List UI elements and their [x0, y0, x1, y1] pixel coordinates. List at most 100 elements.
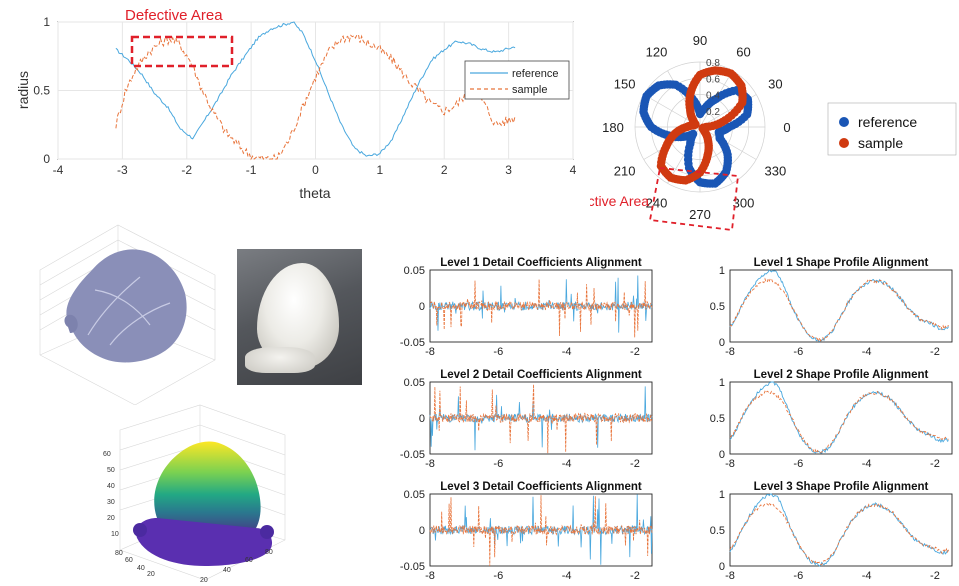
panel-frame: [729, 269, 953, 343]
y-tick-label: 0.5: [710, 525, 725, 537]
x-tick-label: -6: [793, 458, 803, 470]
panel-frame: [729, 493, 953, 567]
x-tick-label: 3: [505, 163, 512, 177]
y-tick-label: 1: [719, 265, 725, 277]
y-tick-label: 0: [419, 413, 425, 425]
x-tick-label: -2: [630, 458, 640, 470]
panel-d1: Level 1 Detail Coefficients Alignment-8-…: [400, 257, 653, 358]
shape-series-reference: [729, 493, 949, 567]
x-tick-label: -4: [562, 458, 572, 470]
series-sample-line: [115, 34, 516, 161]
y-tick-label: -0.05: [400, 561, 425, 573]
x-tick-label: -4: [862, 346, 872, 358]
svg-text:60: 60: [245, 557, 253, 564]
polar-legend: reference sample: [827, 102, 957, 156]
color-mesh-z-ticks: 60 50 40 30 20 10: [103, 451, 119, 538]
panel-title: Level 1 Shape Profile Alignment: [754, 257, 929, 269]
shape-series-sample: [729, 277, 949, 343]
y-tick-label: 0: [43, 152, 50, 166]
y-axis-label: radius: [15, 71, 31, 109]
polar-defective-label: Defective Area: [590, 193, 649, 209]
x-tick-label: -6: [493, 570, 503, 582]
polar-legend-reference-marker: [839, 117, 849, 127]
radius-theta-chart: -4 -3 -2 -1 0 1 2 3 4 0 0.5 1 radius theta Defectiv…: [15, 7, 577, 201]
polar-series: [639, 66, 753, 188]
y-tick-label: 0.5: [710, 301, 725, 313]
y-tick-label: 1: [43, 15, 50, 29]
polar-point-reference: [723, 124, 732, 133]
x-axis-label: theta: [299, 185, 330, 201]
polar-angle-label: 150: [614, 77, 636, 92]
tick-labels: -4 -3 -2 -1 0 1 2 3 4 0 0.5 1: [33, 15, 576, 177]
y-tick-label: -0.05: [400, 337, 425, 349]
color-mesh-x-ticks: 20 40 60 80: [200, 549, 273, 584]
x-tick-label: -2: [630, 570, 640, 582]
x-tick-label: -2: [181, 163, 192, 177]
polar-point-sample: [701, 123, 711, 132]
svg-text:40: 40: [137, 565, 145, 572]
x-tick-label: -2: [930, 346, 940, 358]
series-reference-line: [115, 21, 516, 157]
y-tick-label: 0.5: [33, 84, 50, 98]
panel-s2: Level 2 Shape Profile Alignment -8 -6 -4 -2 1…: [710, 369, 953, 470]
x-tick-label: -6: [793, 570, 803, 582]
polar-angle-label: 330: [764, 164, 786, 179]
polar-angle-label: 90: [693, 33, 707, 48]
shape-series-sample: [729, 390, 949, 454]
panel-frame: [729, 381, 953, 455]
polar-angle-label: 240: [646, 195, 668, 210]
shape-series-reference: [729, 269, 949, 343]
polar-radial-label: 0.4: [706, 91, 720, 102]
svg-text:10: 10: [111, 531, 119, 538]
panel-s3: Level 3 Shape Profile Alignment -8 -6 -4 -2 1…: [710, 481, 953, 582]
panel-title: Level 2 Detail Coefficients Alignment: [440, 369, 642, 381]
color-brain-surface: [154, 441, 261, 530]
shape-series-sample: [729, 501, 950, 566]
x-tick-label: -8: [425, 570, 435, 582]
svg-text:60: 60: [125, 557, 133, 564]
x-tick-label: -4: [862, 570, 872, 582]
series-group: [115, 21, 516, 161]
y-tick-label: 0.5: [710, 413, 725, 425]
svg-text:60: 60: [103, 451, 111, 458]
y-tick-label: 1: [719, 489, 725, 501]
x-tick-label: 1: [377, 163, 384, 177]
y-tick-label: 0.05: [404, 265, 425, 277]
x-tick-label: -8: [425, 346, 435, 358]
panel-title: Level 3 Detail Coefficients Alignment: [440, 481, 642, 493]
polar-angle-labels: 0 30 60 90 120 150 180 210 240 270 300 330 0.2 0.4 0.6…: [602, 33, 790, 222]
x-tick-label: 4: [570, 163, 577, 177]
color-mesh-y-ticks: 80 60 40 20: [115, 550, 155, 578]
svg-text:50: 50: [107, 467, 115, 474]
polar-legend-reference-label: reference: [858, 114, 917, 130]
svg-text:30: 30: [107, 499, 115, 506]
legend-sample-label: sample: [512, 84, 547, 96]
svg-text:20: 20: [107, 515, 115, 522]
polar-radial-label: 0.2: [706, 107, 720, 118]
polar-angle-label: 120: [646, 45, 668, 60]
polar-angle-label: 270: [689, 207, 711, 222]
svg-text:20: 20: [200, 577, 208, 584]
svg-text:40: 40: [107, 483, 115, 490]
panel-d2: Level 2 Detail Coefficients Alignment-8-…: [400, 369, 653, 470]
legend: reference sample: [464, 60, 570, 100]
y-tick-label: 1: [719, 377, 725, 389]
x-tick-label: -8: [725, 570, 735, 582]
x-tick-label: -4: [562, 346, 572, 358]
panel-title: Level 3 Shape Profile Alignment: [754, 481, 929, 493]
y-tick-label: 0.05: [404, 377, 425, 389]
x-tick-label: -1: [246, 163, 257, 177]
polar-angle-label: 300: [733, 195, 755, 210]
defective-area-label: Defective Area: [125, 7, 223, 24]
svg-text:40: 40: [223, 567, 231, 574]
x-tick-label: -6: [493, 458, 503, 470]
polar-angle-label: 210: [614, 164, 636, 179]
x-tick-label: -6: [493, 346, 503, 358]
polar-angle-label: 0: [783, 120, 790, 135]
polar-angle-label: 60: [736, 45, 750, 60]
legend-reference-label: reference: [512, 68, 558, 80]
x-tick-label: -2: [630, 346, 640, 358]
detail-series-sample: [429, 384, 653, 454]
x-tick-label: 2: [441, 163, 448, 177]
x-tick-label: -6: [793, 346, 803, 358]
